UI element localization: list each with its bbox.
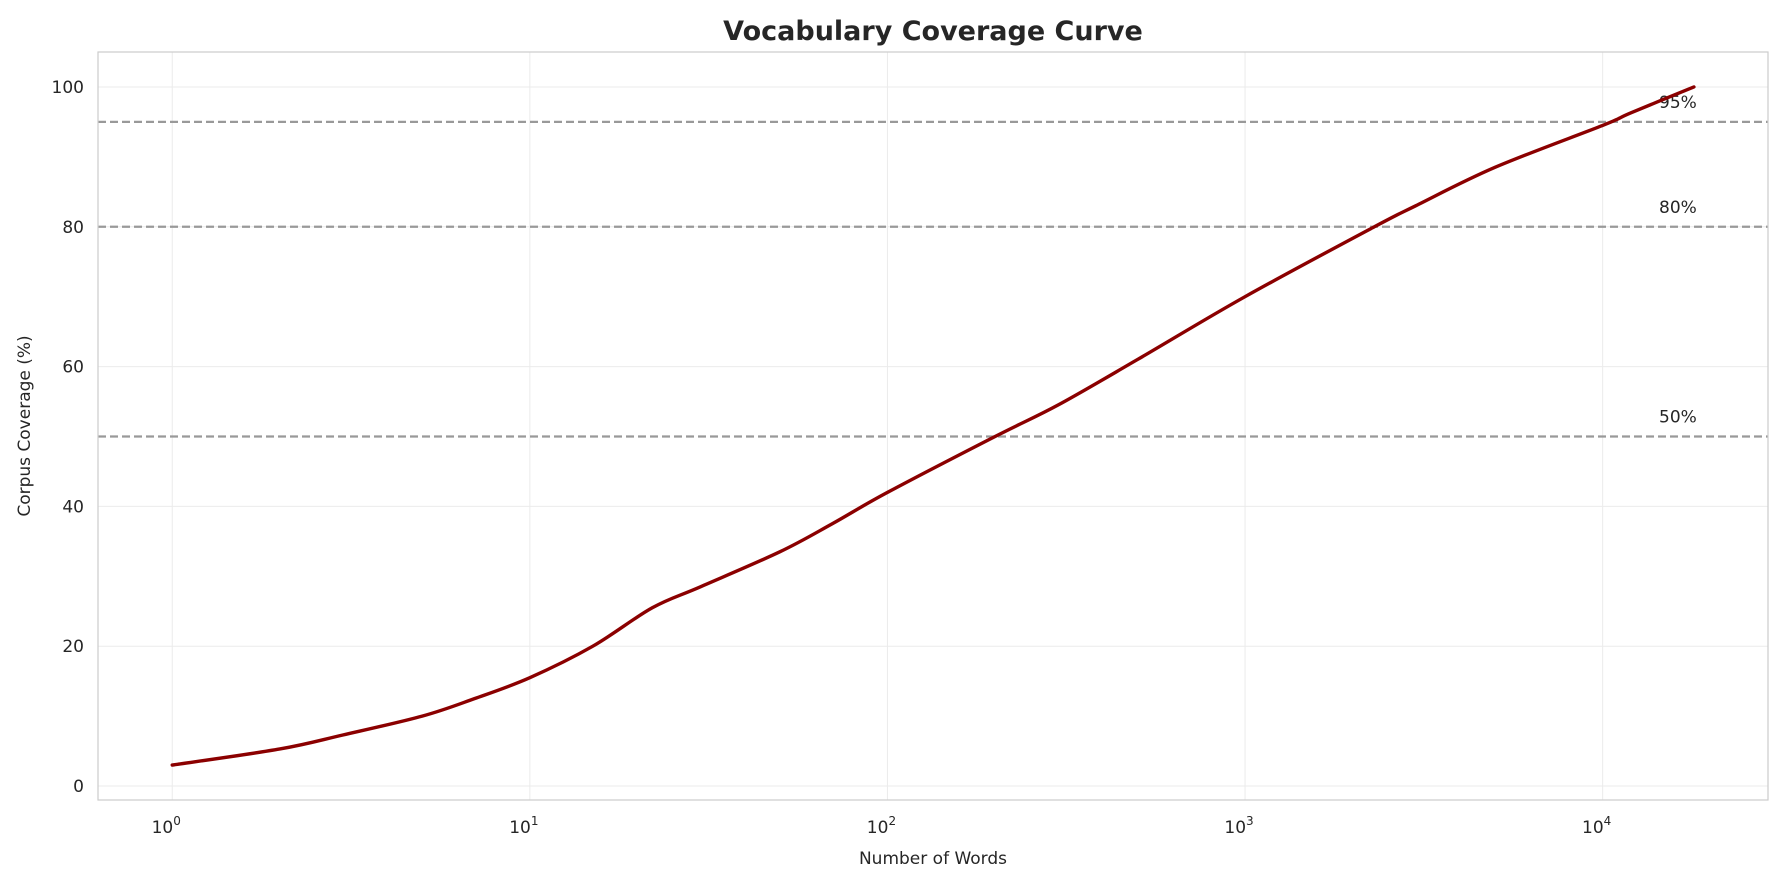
y-tick-label: 40 (62, 497, 84, 517)
x-tick-exponent: 3 (1246, 814, 1254, 828)
x-tick-exponent: 4 (1604, 814, 1612, 828)
y-tick-label: 20 (62, 637, 84, 657)
y-axis-label: Corpus Coverage (%) (15, 335, 35, 516)
y-tick-label: 80 (62, 218, 84, 238)
y-axis-ticks: 0 20 40 60 80 100 (52, 78, 84, 797)
reference-lines: 50% 80% 95% (98, 93, 1768, 438)
chart-title: Vocabulary Coverage Curve (723, 16, 1143, 47)
x-tick-label: 101 (509, 814, 538, 838)
y-tick-label: 60 (62, 358, 84, 378)
x-tick-label: 102 (867, 814, 896, 838)
reference-line-label: 95% (1659, 93, 1697, 113)
x-tick-exponent: 1 (531, 814, 539, 828)
series (170, 85, 1696, 767)
plot-frame (97, 51, 1769, 801)
x-tick-label: 104 (1582, 814, 1611, 838)
x-axis-label: Number of Words (859, 849, 1007, 869)
reference-line-label: 80% (1659, 198, 1697, 218)
x-tick-label: 103 (1224, 814, 1253, 838)
y-tick-label: 100 (52, 78, 84, 98)
reference-line-label: 50% (1659, 407, 1697, 427)
x-tick-exponent: 0 (173, 814, 181, 828)
x-axis-ticks: 100 101 102 103 104 (152, 814, 1612, 838)
coverage-line (170, 85, 1696, 767)
x-tick-label: 100 (152, 814, 181, 838)
y-tick-label: 0 (73, 777, 84, 797)
grid (98, 52, 1768, 800)
x-tick-exponent: 2 (888, 814, 896, 828)
